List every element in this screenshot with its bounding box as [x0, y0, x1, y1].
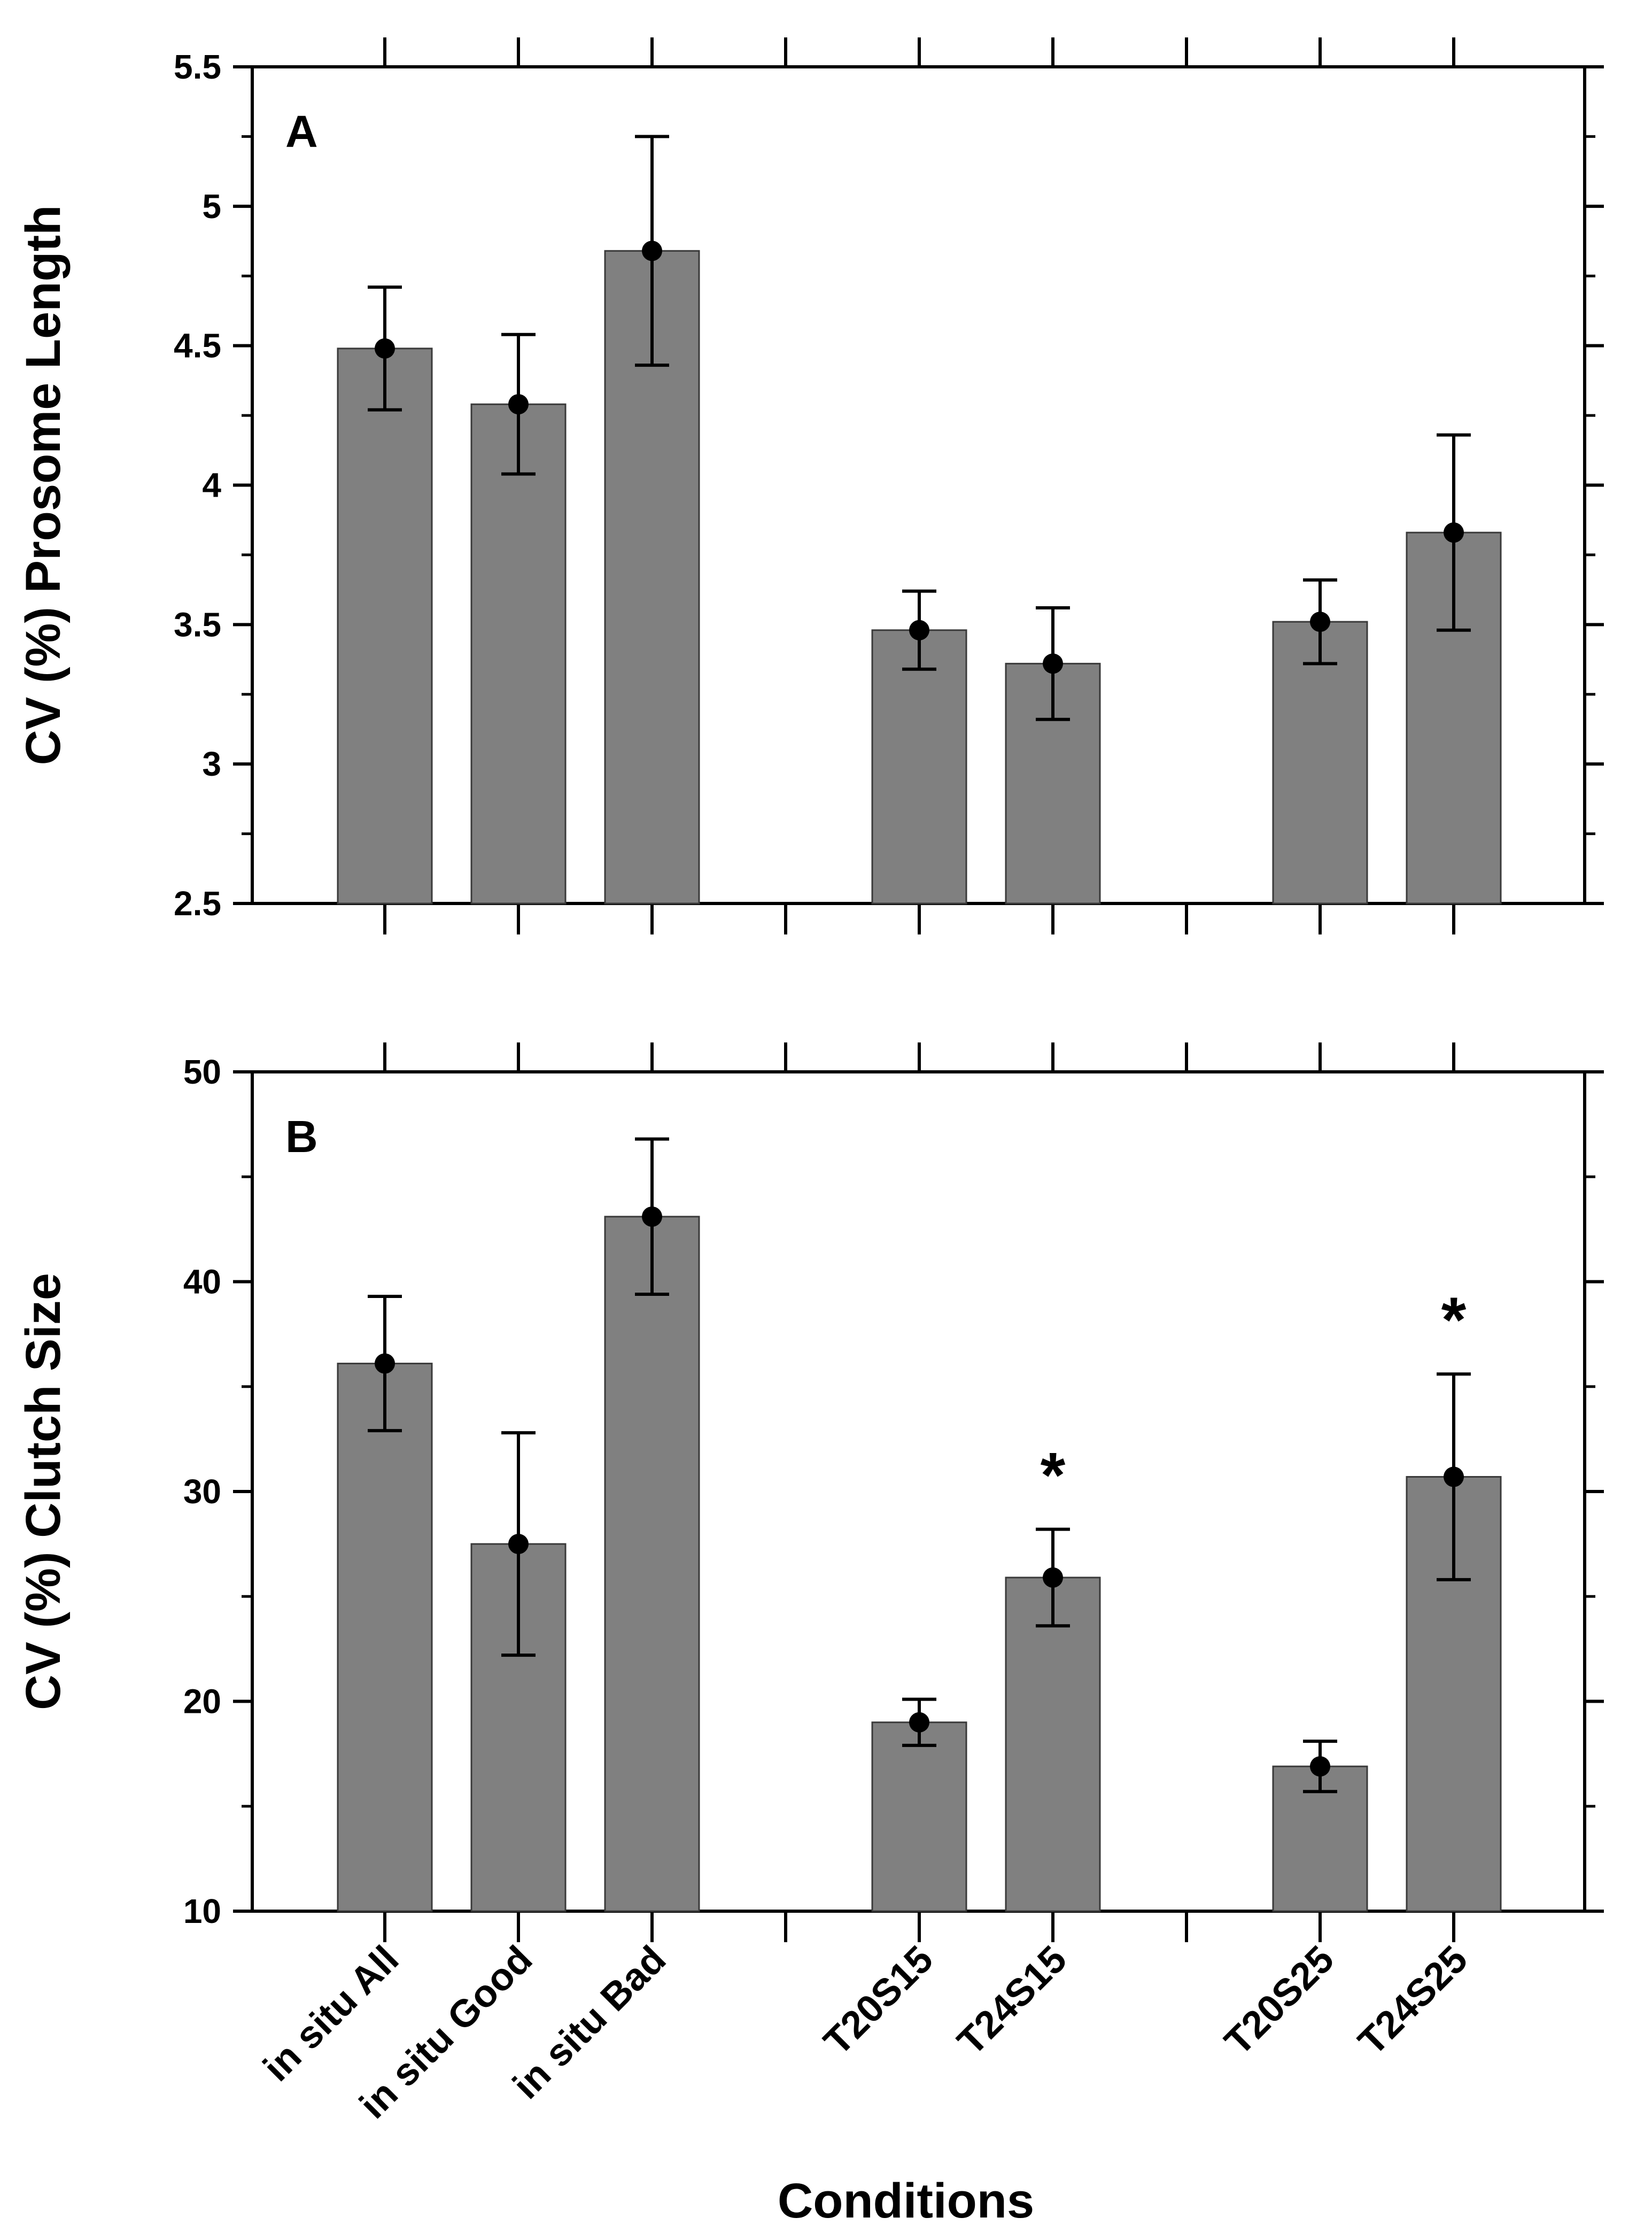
mean-point [642, 1206, 662, 1227]
significance-marker: * [1041, 1440, 1066, 1511]
category-label: T24S15 [949, 1938, 1075, 2064]
bar [871, 629, 967, 905]
y-tick-label: 10 [183, 1892, 221, 1930]
panel-a-prosome-length: 2.5 3 3.5 4 4.5 5 5.5 A CV (%) Prosome Length [16, 37, 1604, 934]
mean-point [375, 338, 395, 359]
mean-point [909, 1712, 929, 1733]
bar [337, 347, 433, 905]
bar [871, 1721, 967, 1912]
y-axis-title: CV (%) Clutch Size [16, 1273, 71, 1710]
y-tick-label: 3 [202, 745, 221, 783]
y-tick-label: 20 [183, 1682, 221, 1721]
category-label: T20S25 [1216, 1938, 1342, 2064]
bar [1005, 1577, 1101, 1912]
mean-point [1043, 653, 1063, 674]
y-tick-label: 3.5 [174, 605, 221, 644]
y-tick-label: 5.5 [174, 48, 221, 86]
mean-point [1444, 1466, 1464, 1487]
y-axis-title: CV (%) Prosome Length [16, 205, 71, 766]
y-tick-label: 30 [183, 1472, 221, 1511]
category-label: T24S25 [1350, 1938, 1476, 2064]
y-tick-label: 4.5 [174, 327, 221, 365]
mean-point [508, 394, 529, 415]
mean-point [909, 620, 929, 640]
mean-point [508, 1534, 529, 1555]
panel-letter: B [285, 1111, 318, 1162]
mean-point [1310, 612, 1330, 632]
y-tick-label: 40 [183, 1263, 221, 1301]
category-label: T20S15 [816, 1938, 941, 2064]
bar [1272, 621, 1368, 905]
y-tick-label: 4 [202, 466, 221, 505]
bar [470, 403, 567, 905]
bar [604, 1216, 700, 1912]
mean-point [642, 241, 662, 261]
panel-letter: A [285, 106, 318, 157]
x-axis-title: Conditions [778, 2174, 1034, 2228]
significance-marker: * [1441, 1284, 1467, 1356]
mean-point [375, 1353, 395, 1374]
y-tick-label: 2.5 [174, 884, 221, 923]
y-tick-label: 5 [202, 187, 221, 226]
mean-point [1444, 522, 1464, 543]
mean-point [1043, 1567, 1063, 1588]
bar [337, 1363, 433, 1912]
mean-point [1310, 1756, 1330, 1777]
y-tick-label: 50 [183, 1053, 221, 1091]
